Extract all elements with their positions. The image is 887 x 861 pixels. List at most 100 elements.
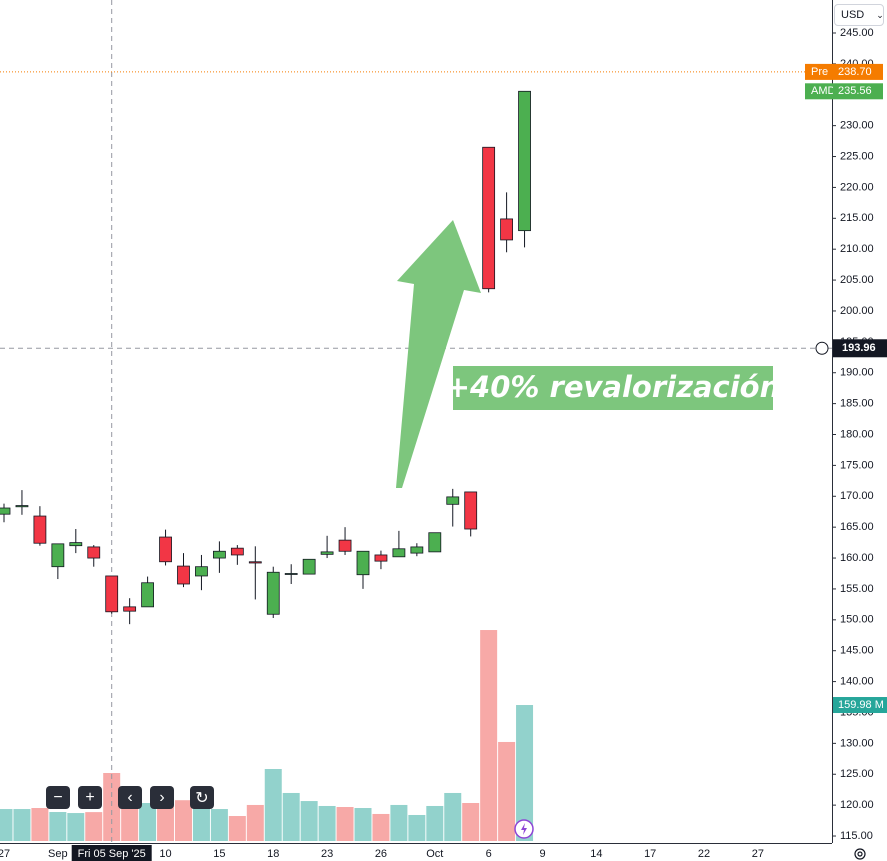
volume-bar xyxy=(390,804,408,841)
volume-bar xyxy=(336,807,354,841)
candle-body xyxy=(320,551,334,555)
lightning-bolt xyxy=(521,823,527,835)
candle-body xyxy=(69,542,83,547)
y-tick-label: 185.00 xyxy=(840,398,874,410)
volume-bar xyxy=(408,814,426,841)
candle-body xyxy=(212,550,226,559)
x-tick-label: 18 xyxy=(267,848,279,860)
y-tick-label: 215.00 xyxy=(840,212,874,224)
y-tick-label: 240.00 xyxy=(840,58,874,70)
y-tick-label: 155.00 xyxy=(840,583,874,595)
volume-bar xyxy=(192,803,210,841)
y-tick-label: 175.00 xyxy=(840,459,874,471)
dropdown-caret: ⌄ xyxy=(876,9,884,20)
zoom-in-button[interactable]: + xyxy=(78,786,102,809)
currency-label: USD xyxy=(841,9,865,21)
y-tick-label: 180.00 xyxy=(840,428,874,440)
volume-bar xyxy=(318,805,336,841)
lightning-icon[interactable] xyxy=(514,819,534,839)
annotation-box xyxy=(453,366,773,410)
settings-gear xyxy=(854,848,866,860)
volume-bar xyxy=(516,705,534,841)
crosshair-date-label: Fri 05 Sep '25 xyxy=(78,848,146,860)
scroll-left-button[interactable]: ‹ xyxy=(118,786,142,809)
volume-bar xyxy=(444,792,462,841)
candle-body xyxy=(123,606,137,612)
candle-body xyxy=(302,558,316,575)
x-tick-label: 22 xyxy=(698,848,710,860)
candle-body xyxy=(464,491,478,530)
candle-body xyxy=(500,218,514,241)
volume-label: 159.98 M xyxy=(838,699,884,711)
volume-layer xyxy=(0,630,534,841)
volume-bar xyxy=(0,809,13,841)
crosshair-date-bg xyxy=(71,845,152,861)
volume-bar xyxy=(139,803,157,841)
volume-bar xyxy=(246,804,264,841)
y-tick-label: 210.00 xyxy=(840,243,874,255)
y-tick-label: 200.00 xyxy=(840,305,874,317)
x-tick-label: 10 xyxy=(159,848,171,860)
candle-body xyxy=(51,543,65,568)
volume-bar xyxy=(372,813,390,841)
candle-body xyxy=(428,532,442,553)
y-tick-label: 170.00 xyxy=(840,490,874,502)
volume-bar xyxy=(49,812,67,841)
price-line-value: 238.70 xyxy=(838,66,872,78)
candle-body xyxy=(159,536,172,563)
price-value-bg xyxy=(833,63,883,80)
y-tick-label: 165.00 xyxy=(840,521,874,533)
candle-body xyxy=(356,550,370,576)
candle-body xyxy=(141,582,155,608)
x-tick-label: 26 xyxy=(375,848,387,860)
x-tick-label: Sep xyxy=(48,848,68,860)
y-tick-label: 140.00 xyxy=(840,675,874,687)
price-value-bg xyxy=(833,83,883,100)
candle-body xyxy=(482,146,496,290)
scroll-right-button[interactable]: › xyxy=(150,786,174,809)
volume-bar xyxy=(426,805,444,841)
candle-body xyxy=(446,496,460,505)
candle-body xyxy=(284,573,298,575)
volume-bar xyxy=(264,769,282,841)
volume-bar xyxy=(480,630,498,841)
price-line-value: 235.56 xyxy=(838,85,872,97)
price-line-name: Pre xyxy=(811,66,828,78)
currency-dropdown[interactable]: USD ⌄ xyxy=(834,4,884,26)
volume-bar xyxy=(85,812,103,841)
crosshair-price-bg xyxy=(833,339,887,358)
volume-bar xyxy=(282,792,300,841)
x-tick-label: 27 xyxy=(752,848,764,860)
candle-body xyxy=(410,546,424,554)
y-tick-label: 120.00 xyxy=(840,799,874,811)
y-tick-label: 225.00 xyxy=(840,150,874,162)
x-tick-label: 17 xyxy=(644,848,656,860)
y-tick-label: 145.00 xyxy=(840,645,874,657)
settings-center xyxy=(857,851,863,857)
candle-body xyxy=(266,571,280,615)
reset-button[interactable]: ↻ xyxy=(190,786,214,809)
y-tick-label: 205.00 xyxy=(840,274,874,286)
settings-icon[interactable] xyxy=(854,848,866,860)
y-tick-label: 160.00 xyxy=(840,552,874,564)
axis-layer: 115.00120.00125.00130.00135.00140.00145.… xyxy=(0,27,887,861)
candle-body xyxy=(518,90,531,232)
candle-body xyxy=(230,547,244,556)
y-tick-label: 245.00 xyxy=(840,27,874,39)
volume-bar xyxy=(300,801,318,841)
annotation-arrow xyxy=(396,220,481,488)
candle-body xyxy=(33,515,47,544)
y-tick-label: 115.00 xyxy=(840,830,873,842)
volume-bar xyxy=(498,741,516,841)
x-tick-label: 23 xyxy=(321,848,333,860)
zoom-out-button[interactable]: − xyxy=(46,786,70,809)
x-tick-label: 9 xyxy=(539,848,545,860)
volume-bar xyxy=(228,816,246,841)
candle-body xyxy=(195,566,208,577)
y-tick-label: 220.00 xyxy=(840,181,874,193)
candle-body xyxy=(177,565,190,585)
volume-bar xyxy=(121,800,139,841)
volume-label-bg xyxy=(833,697,887,714)
